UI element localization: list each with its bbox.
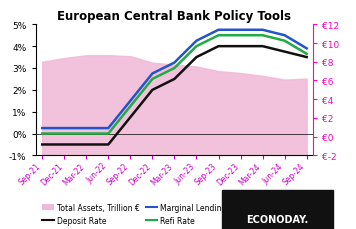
Legend: Total Assets, Trillion €, Deposit Rate, Marginal Lending Rate, Refi Rate: Total Assets, Trillion €, Deposit Rate, … [40, 200, 250, 228]
Title: European Central Bank Policy Tools: European Central Bank Policy Tools [57, 10, 292, 23]
Text: ECONODAY.: ECONODAY. [247, 215, 309, 224]
